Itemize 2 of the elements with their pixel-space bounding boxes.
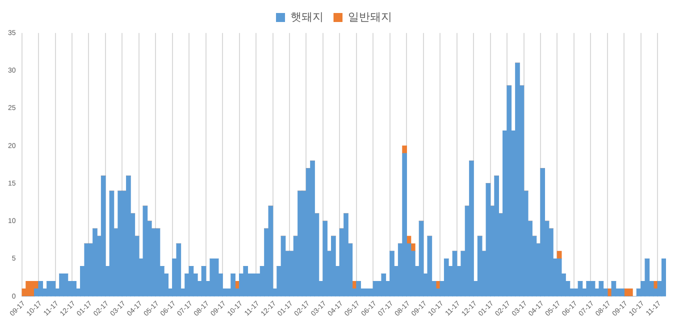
legend-label: 일반돼지: [348, 12, 392, 24]
legend-label: 햇돼지: [290, 12, 324, 24]
